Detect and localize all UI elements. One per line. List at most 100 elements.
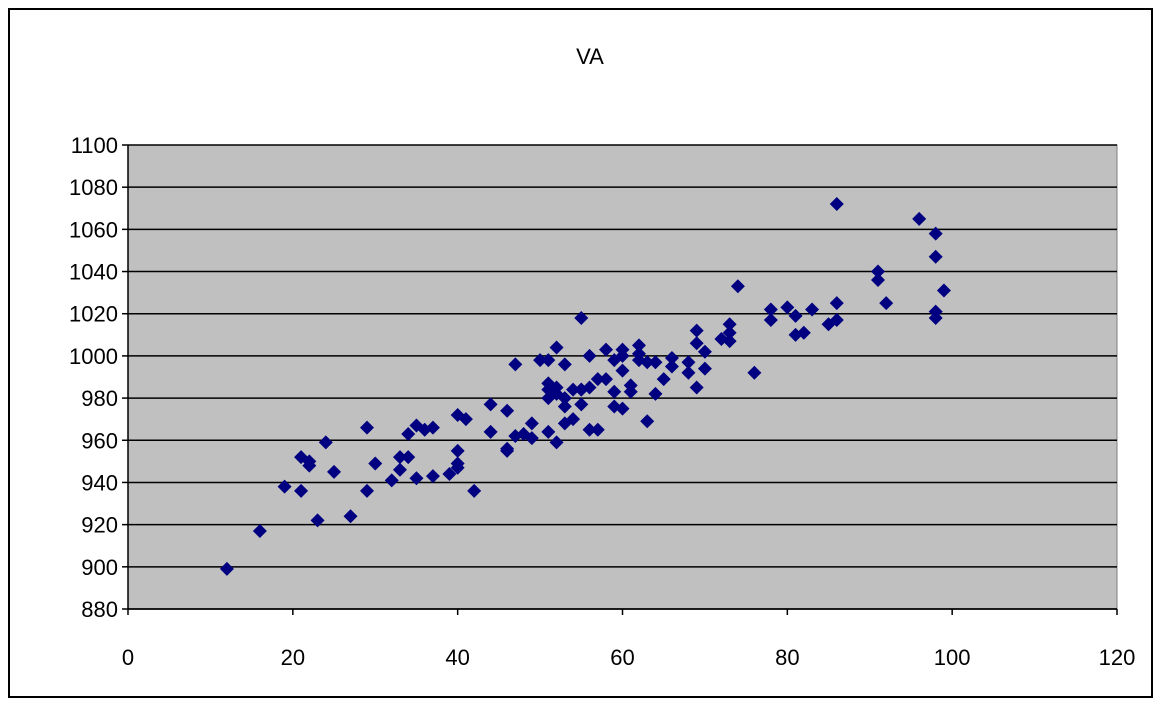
data-point (829, 197, 844, 212)
data-point (401, 426, 416, 441)
data-point (615, 363, 630, 378)
data-point (566, 382, 581, 397)
data-point (722, 325, 737, 340)
y-tick-label: 1020 (69, 302, 118, 327)
x-tick-label: 100 (934, 645, 971, 670)
data-point (730, 279, 745, 294)
data-point (788, 308, 803, 323)
data-point (392, 450, 407, 465)
data-point (796, 325, 811, 340)
data-point (722, 317, 737, 332)
data-point (697, 361, 712, 376)
data-point (607, 384, 622, 399)
data-point (912, 211, 927, 226)
gridlines (128, 144, 1117, 610)
data-point (631, 338, 646, 353)
data-point (401, 450, 416, 465)
data-point (557, 357, 572, 372)
data-point (689, 380, 704, 395)
data-point (533, 353, 548, 368)
data-point (252, 523, 267, 538)
data-point (500, 441, 515, 456)
data-point (590, 422, 605, 437)
data-point (763, 313, 778, 328)
data-point (368, 456, 383, 471)
data-point (310, 513, 325, 528)
data-point (541, 353, 556, 368)
data-point (747, 365, 762, 380)
y-tick-label: 900 (81, 555, 118, 580)
x-tick-label: 20 (281, 645, 305, 670)
data-point (483, 397, 498, 412)
data-point (829, 313, 844, 328)
data-point (450, 443, 465, 458)
data-point (615, 342, 630, 357)
data-point (648, 355, 663, 370)
data-point (549, 340, 564, 355)
data-point (648, 386, 663, 401)
data-point (582, 348, 597, 363)
data-point (318, 435, 333, 450)
data-point (566, 412, 581, 427)
data-point (384, 473, 399, 488)
data-point (590, 372, 605, 387)
data-point (458, 412, 473, 427)
data-point (763, 302, 778, 317)
data-point (681, 365, 696, 380)
x-tick-label: 0 (122, 645, 134, 670)
data-point (425, 420, 440, 435)
data-point (500, 403, 515, 418)
x-tick-label: 120 (1099, 645, 1136, 670)
y-tick-label: 1000 (69, 344, 118, 369)
data-point (549, 435, 564, 450)
data-point (599, 342, 614, 357)
data-point (524, 431, 539, 446)
data-point (483, 424, 498, 439)
data-point (928, 226, 943, 241)
data-point (870, 272, 885, 287)
data-point (689, 323, 704, 338)
data-point (302, 458, 317, 473)
data-point (829, 296, 844, 311)
data-point (640, 414, 655, 429)
y-tick-label: 940 (81, 470, 118, 495)
data-point (681, 355, 696, 370)
data-point (294, 483, 309, 498)
data-point (640, 355, 655, 370)
data-point (425, 469, 440, 484)
data-point (392, 462, 407, 477)
data-point (574, 397, 589, 412)
y-tick-label: 920 (81, 513, 118, 538)
data-point (582, 380, 597, 395)
data-point (450, 456, 465, 471)
y-tick-label: 980 (81, 386, 118, 411)
data-points (219, 197, 951, 576)
data-point (508, 357, 523, 372)
data-point (664, 359, 679, 374)
y-tick-label: 1040 (69, 260, 118, 285)
data-point (524, 416, 539, 431)
data-point (936, 283, 951, 298)
y-tick-label: 960 (81, 428, 118, 453)
data-point (623, 378, 638, 393)
data-point (722, 334, 737, 349)
data-point (574, 310, 589, 325)
data-point (870, 264, 885, 279)
data-point (780, 300, 795, 315)
x-axis-ticks: 0 20 40 60 80 100 120 (122, 609, 1135, 670)
data-point (442, 467, 457, 482)
data-point (549, 380, 564, 395)
data-point (557, 391, 572, 406)
x-tick-label: 40 (445, 645, 469, 670)
data-point (219, 561, 234, 576)
data-point (360, 483, 375, 498)
y-tick-label: 880 (81, 597, 118, 622)
data-point (689, 336, 704, 351)
data-point (615, 401, 630, 416)
y-tick-label: 1100 (71, 133, 118, 158)
y-tick-label: 1080 (69, 175, 118, 200)
data-point (599, 372, 614, 387)
data-point (697, 344, 712, 359)
data-point (664, 351, 679, 366)
